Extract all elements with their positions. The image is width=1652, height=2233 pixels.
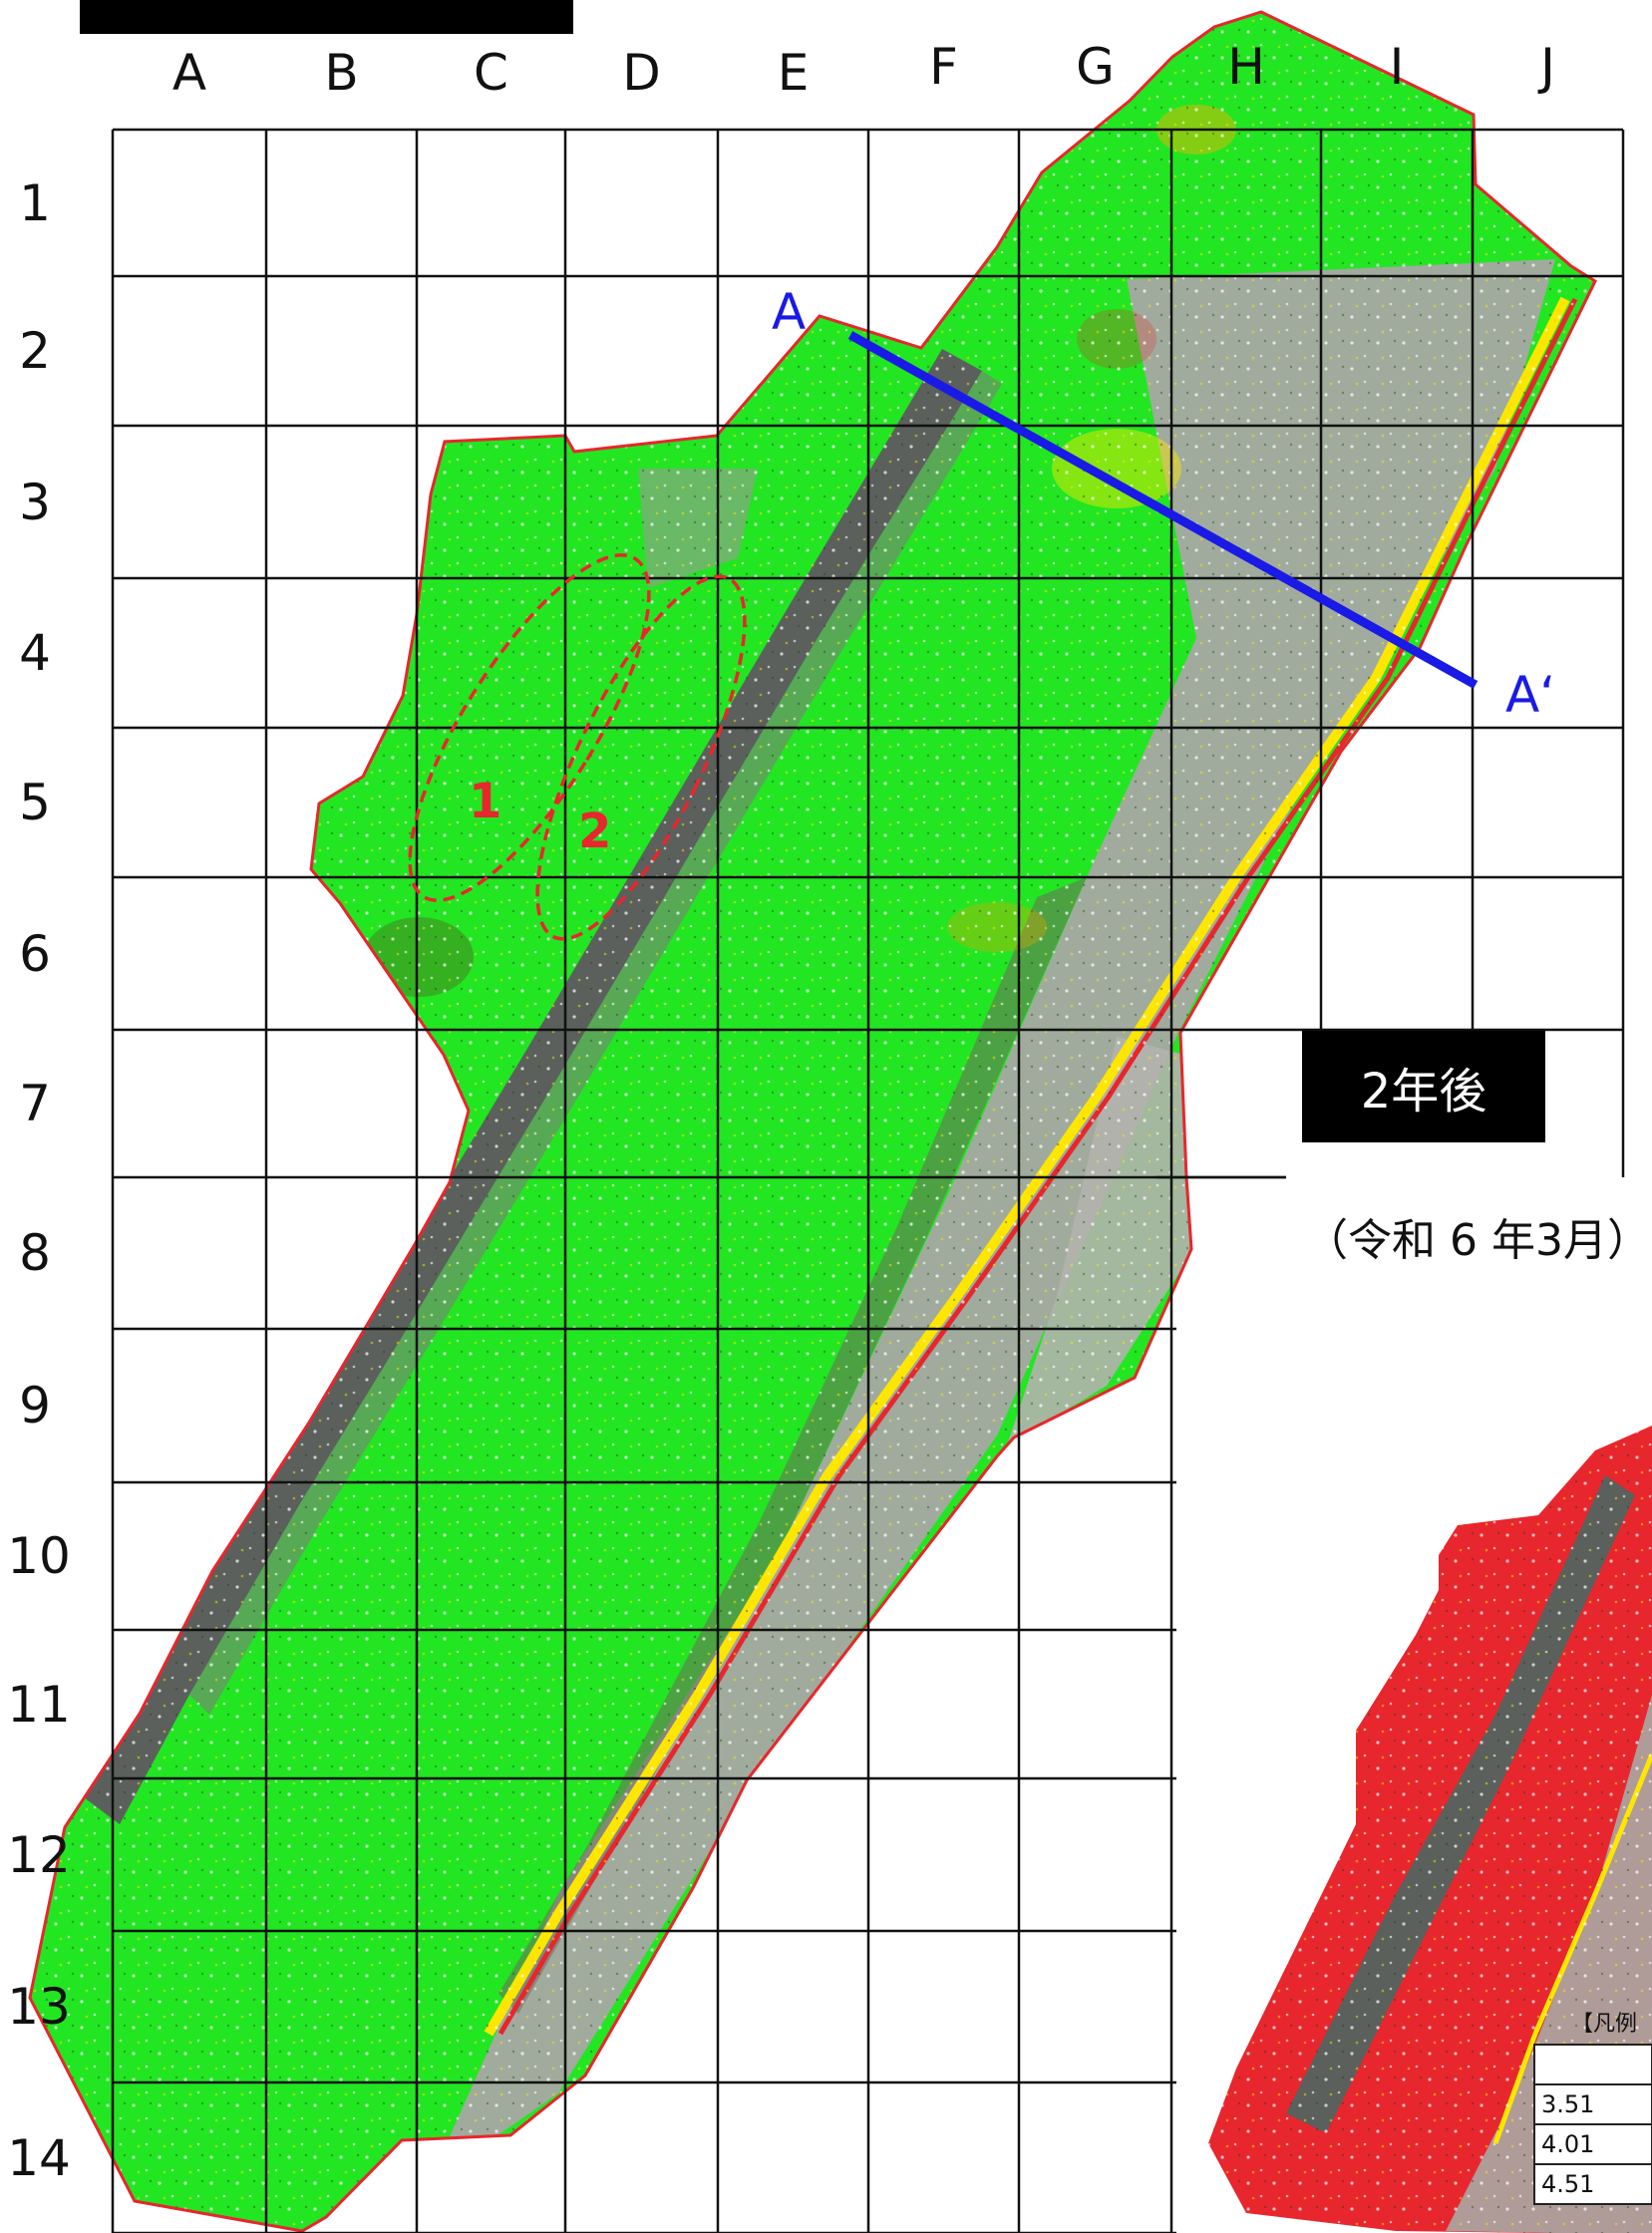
legend-table: 3.51 4.01 4.51 (1533, 2044, 1652, 2205)
zone-1-outline (408, 553, 651, 902)
zone-1-label: 1 (469, 774, 502, 829)
legend-row: 4.51 (1533, 2163, 1652, 2205)
column-label: B (324, 44, 359, 102)
grid (111, 128, 1625, 2233)
row-label: 10 (7, 1527, 71, 1585)
row-label: 12 (7, 1825, 71, 1884)
column-label: E (777, 44, 810, 102)
row-label: 7 (19, 1075, 51, 1132)
section-end-label: A‘ (1505, 666, 1556, 724)
column-label: I (1389, 38, 1405, 96)
legend-value (1533, 2044, 1652, 2085)
row-label: 14 (7, 2128, 71, 2187)
row-label: 3 (19, 473, 51, 531)
survey-area-boundary (28, 10, 1597, 2233)
column-label: A (171, 44, 207, 102)
column-label: J (1540, 38, 1555, 96)
zone-2-outline (535, 574, 747, 941)
row-label: 5 (19, 774, 51, 831)
zone-2-label: 2 (578, 803, 612, 859)
column-label: F (929, 38, 958, 96)
row-label: 6 (19, 924, 51, 983)
row-label: 13 (7, 1978, 71, 2036)
legend-value: 3.51 (1533, 2083, 1652, 2125)
column-label: D (622, 44, 661, 102)
column-label: H (1227, 38, 1265, 96)
row-label: 1 (19, 173, 51, 232)
section-line-a-a (847, 331, 1479, 689)
row-label: 9 (19, 1377, 51, 1435)
header-title-box (80, 0, 573, 34)
legend-row (1533, 2044, 1652, 2085)
column-label: G (1076, 38, 1115, 96)
legend-value: 4.51 (1533, 2163, 1652, 2205)
survey-date-label: （令和 6 年3月） (1304, 1215, 1651, 1266)
period-badge-label: 2年後 (1360, 1064, 1487, 1119)
period-badge: 2年後 (1302, 1031, 1545, 1142)
legend-row: 4.01 (1533, 2123, 1652, 2165)
legend-row: 3.51 (1533, 2083, 1652, 2125)
column-label: C (474, 44, 508, 102)
row-label: 2 (19, 322, 51, 380)
section-start-label: A (772, 283, 807, 341)
legend-title: 【凡例 (1571, 2012, 1638, 2037)
row-label: 11 (7, 1675, 71, 1734)
legend-value: 4.01 (1533, 2123, 1652, 2165)
row-label: 8 (19, 1224, 51, 1282)
row-label: 4 (19, 624, 51, 682)
